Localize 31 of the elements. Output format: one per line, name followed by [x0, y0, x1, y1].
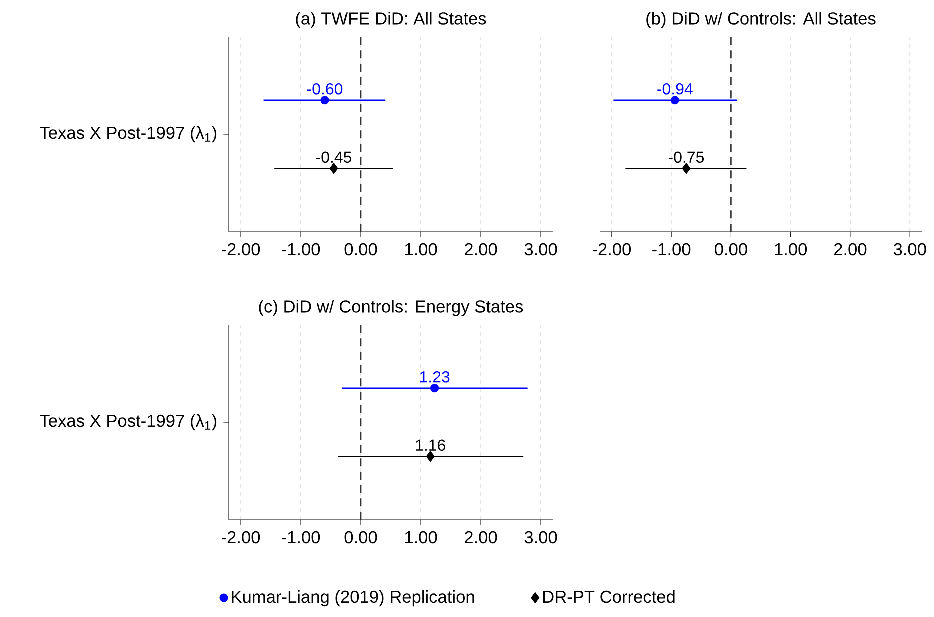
x-tick-label: 1.00 [405, 243, 438, 256]
x-tick-label: -2.00 [592, 243, 632, 256]
legend-label: Kumar-Liang (2019) Replication [232, 590, 474, 607]
x-tick-label: 3.00 [524, 531, 558, 544]
data-label: -0.75 [668, 152, 704, 164]
x-tick-label: 2.00 [465, 243, 498, 256]
x-tick-label: 2.00 [465, 531, 498, 544]
chart-title: (c) DiD w/ Controls: Energy States [259, 300, 524, 316]
x-tick-label: -1.00 [282, 243, 320, 256]
data-label: 1.23 [420, 371, 450, 383]
legend-label: DR-PT Corrected [543, 590, 675, 604]
x-tick-label: 0.00 [344, 531, 378, 544]
data-label: 1.16 [416, 440, 446, 452]
data-label: -0.94 [658, 83, 693, 95]
x-tick-label: 0.00 [715, 243, 748, 256]
x-tick-label: 3.00 [894, 243, 926, 256]
x-tick-label: 1.00 [775, 243, 808, 256]
x-tick-label: 0.00 [344, 243, 378, 256]
chart-title: (a) TWFE DiD: All States [296, 12, 486, 28]
y-tick-label: Texas X Post-1997 (λ$_{1}$) [40, 126, 217, 143]
y-tick-label: Texas X Post-1997 (λ$_{1}$) [40, 414, 217, 431]
x-tick-label: -1.00 [652, 243, 691, 256]
x-tick-label: 3.00 [524, 243, 558, 256]
x-tick-label: 2.00 [834, 243, 867, 256]
x-tick-label: -2.00 [222, 243, 260, 256]
data-label: -0.45 [316, 152, 352, 164]
data-label: -0.60 [307, 83, 343, 95]
x-tick-label: 1.00 [405, 531, 438, 544]
chart-title: (b) DiD w/ Controls: All States [646, 12, 876, 28]
x-tick-label: -1.00 [282, 531, 320, 544]
x-tick-label: -2.00 [222, 531, 260, 544]
